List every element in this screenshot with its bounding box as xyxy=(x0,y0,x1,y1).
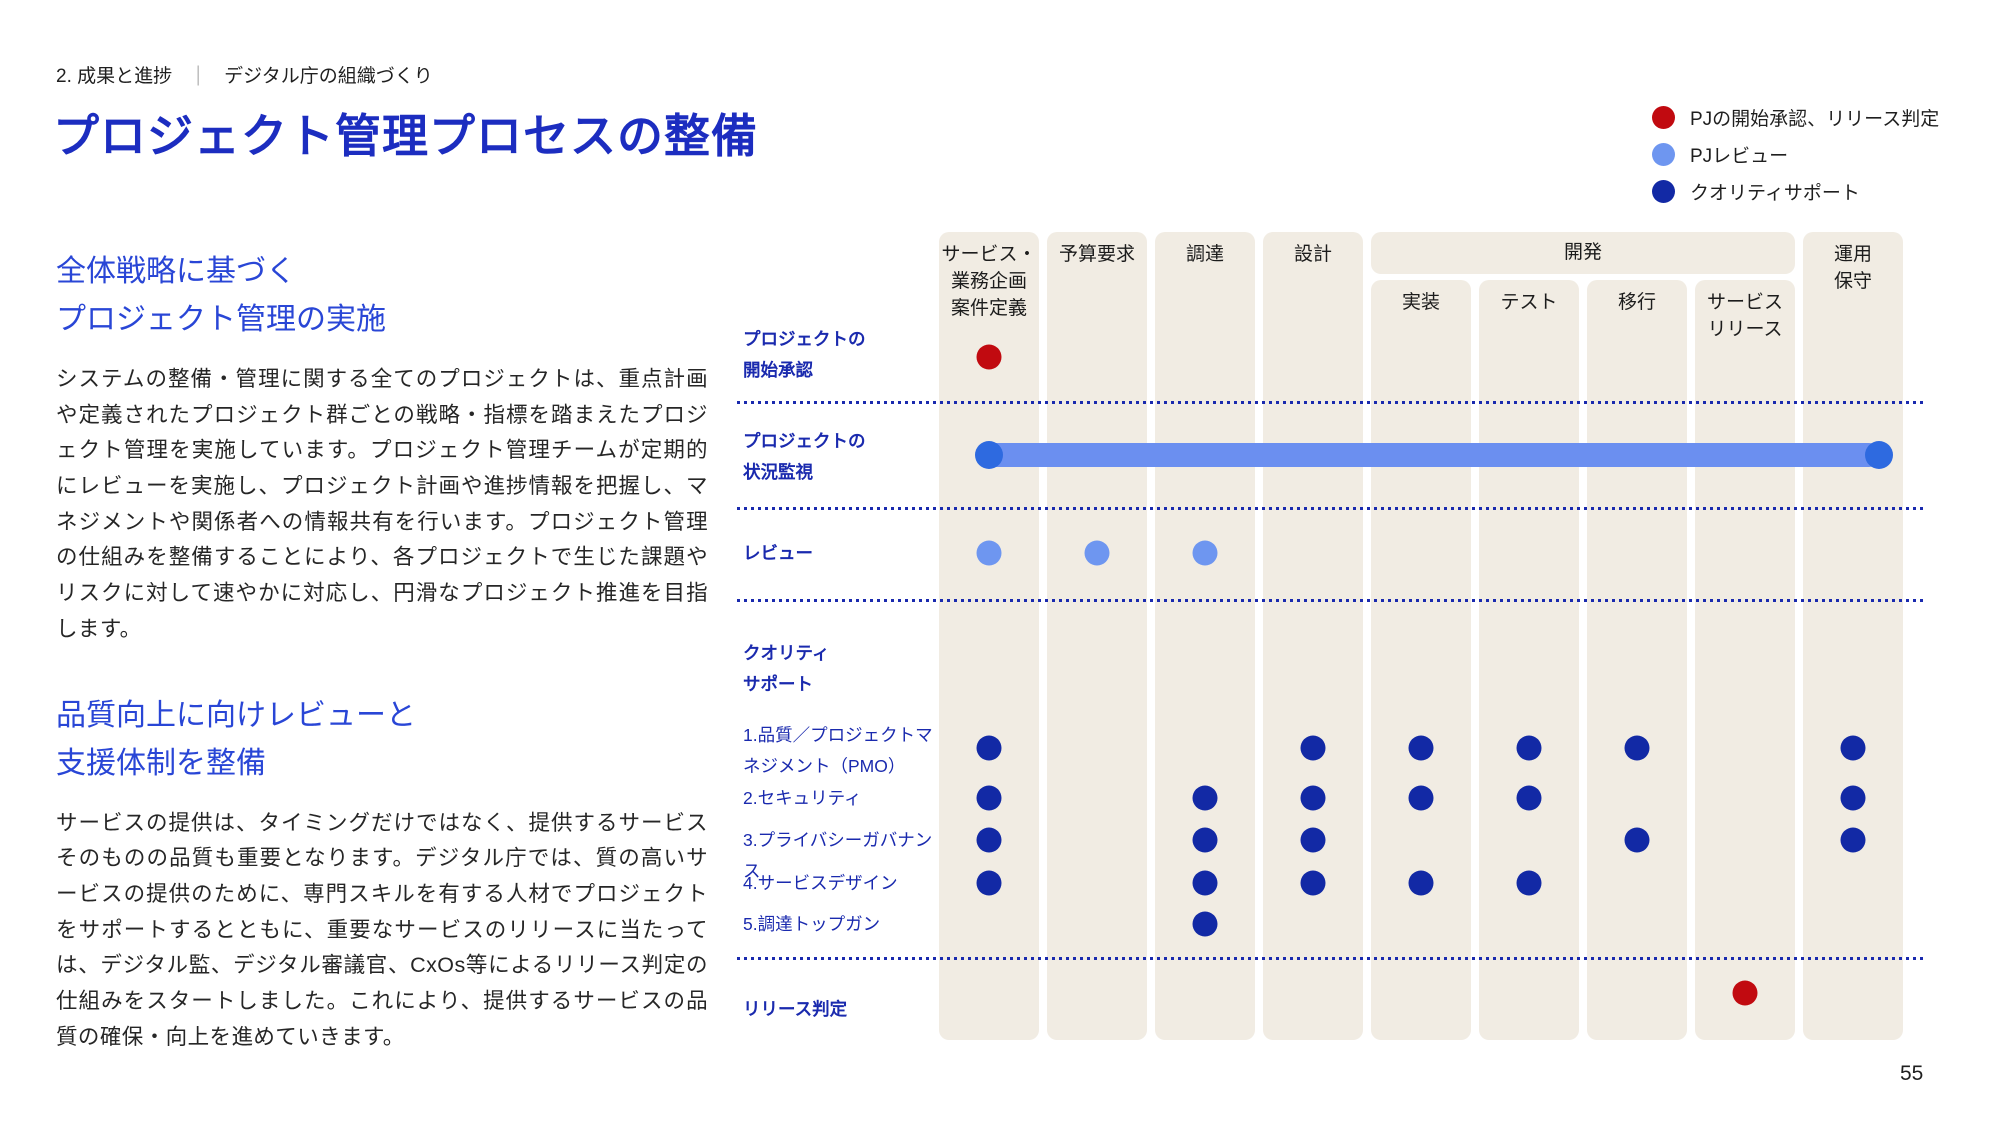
column-header-design: 設計 xyxy=(1293,244,1332,265)
row-label-quality-pmo: 1.品質／プロジェクトマ ネジメント（PMO） xyxy=(743,725,933,776)
legend-item-start-approval: PJの開始承認、リリース判定 xyxy=(1652,102,1939,132)
matrix-dot-quality-pmo-design xyxy=(1300,735,1326,761)
matrix-dot-quality-pmo-migration xyxy=(1624,735,1650,761)
legend-label: PJの開始承認、リリース判定 xyxy=(1690,108,1940,130)
navy-dot-icon xyxy=(1652,179,1675,203)
matrix-dot-quality-service-design-design xyxy=(1300,870,1326,896)
legend: PJの開始承認、リリース判定 PJレビュー クオリティサポート xyxy=(1652,102,1939,213)
legend-label: クオリティサポート xyxy=(1690,182,1860,204)
process-matrix: 開発 サービス・ 業務企画 案件定義 予算要求 調達 設計実装 テスト 移行 サービス リリース 運用… xyxy=(737,232,1927,1054)
dotted-separator-2 xyxy=(737,507,1927,510)
matrix-dot-quality-procurement-topgun-procurement xyxy=(1192,911,1218,937)
matrix-dot-quality-service-design-service-planning xyxy=(976,870,1002,896)
page-title: プロジェクト管理プロセスの整備 xyxy=(53,110,758,162)
row-label-release-judgement: リリース判定 xyxy=(743,999,848,1019)
dotted-separator-1 xyxy=(737,401,1927,404)
legend-item-pj-review: PJレビュー xyxy=(1652,139,1939,169)
matrix-dot-quality-pmo-test xyxy=(1516,735,1542,761)
matrix-dot-review-service-planning xyxy=(976,540,1002,566)
breadcrumb-subsection: デジタル庁の組織づくり xyxy=(224,66,433,87)
matrix-dot-review-budget-request xyxy=(1084,540,1110,566)
section2-heading: 品質向上に向けレビューと 支援体制を整備 xyxy=(56,692,708,788)
matrix-dot-release-judgement-service-release xyxy=(1732,980,1758,1006)
phase-column-budget-request xyxy=(1047,232,1147,1040)
column-header-operation-maintenance: 運用 保守 xyxy=(1833,244,1872,292)
column-header-service-planning: サービス・ 業務企画 案件定義 xyxy=(941,244,1037,319)
row-label-quality-security: 2.セキュリティ xyxy=(743,788,862,808)
status-monitoring-bar xyxy=(977,443,1881,467)
phase-column-procurement xyxy=(1155,232,1255,1040)
column-header-service-release: サービス リリース xyxy=(1706,292,1783,340)
red-dot-icon xyxy=(1652,105,1675,129)
matrix-dot-quality-pmo-operation-maintenance xyxy=(1840,735,1866,761)
matrix-dot-review-procurement xyxy=(1192,540,1218,566)
row-label-project-start-approval: プロジェクトの 開始承認 xyxy=(743,329,866,380)
section1-heading: 全体戦略に基づく プロジェクト管理の実施 xyxy=(56,248,708,344)
matrix-dot-quality-security-service-planning xyxy=(976,785,1002,811)
breadcrumb-section: 2. 成果と進捗 xyxy=(56,66,173,87)
row-label-project-status-monitoring: プロジェクトの 状況監視 xyxy=(743,431,866,482)
phase-column-test xyxy=(1479,280,1579,1040)
matrix-dot-quality-security-test xyxy=(1516,785,1542,811)
column-header-migration: 移行 xyxy=(1617,292,1656,313)
row-label-quality-support-header: クオリティ サポート xyxy=(743,643,830,694)
matrix-dot-quality-security-operation-maintenance xyxy=(1840,785,1866,811)
section1-heading-line2: プロジェクト管理の実施 xyxy=(56,303,386,336)
matrix-dot-quality-security-design xyxy=(1300,785,1326,811)
page-number: 55 xyxy=(1900,1062,1924,1085)
matrix-dot-quality-service-design-implementation xyxy=(1408,870,1434,896)
dotted-separator-3 xyxy=(737,599,1927,602)
matrix-dot-quality-privacy-governance-service-planning xyxy=(976,827,1002,853)
section1-body: システムの整備・管理に関する全てのプロジェクトは、重点計画や定義されたプロジェク… xyxy=(56,367,708,641)
column-header-procurement: 調達 xyxy=(1185,244,1224,265)
column-header-test: テスト xyxy=(1500,292,1558,313)
row-label-quality-privacy-governance: 3.プライバシーガバナンス xyxy=(743,830,933,881)
phase-column-design xyxy=(1263,232,1363,1040)
phase-column-service-release xyxy=(1695,280,1795,1040)
breadcrumb-separator: ｜ xyxy=(188,66,209,88)
bar-end-dot xyxy=(1865,441,1893,469)
bar-start-dot xyxy=(975,441,1003,469)
legend-item-quality-support: クオリティサポート xyxy=(1652,176,1939,206)
phase-group-header-development: 開発 xyxy=(1371,232,1795,274)
matrix-dot-quality-privacy-governance-procurement xyxy=(1192,827,1218,853)
matrix-dot-quality-privacy-governance-migration xyxy=(1624,827,1650,853)
dotted-separator-4 xyxy=(737,957,1927,960)
matrix-dot-quality-service-design-test xyxy=(1516,870,1542,896)
light-blue-dot-icon xyxy=(1652,142,1675,166)
phase-column-operation-maintenance xyxy=(1803,232,1903,1040)
phase-column-migration xyxy=(1587,280,1687,1040)
matrix-dot-quality-pmo-service-planning xyxy=(976,735,1002,761)
row-label-quality-procurement-topgun: 5.調達トップガン xyxy=(743,914,881,934)
legend-label: PJレビュー xyxy=(1690,145,1789,167)
row-label-quality-service-design: 4.サービスデザイン xyxy=(743,873,898,893)
section2-heading-line2: 支援体制を整備 xyxy=(56,746,266,780)
section2-heading-line1: 品質向上に向けレビューと xyxy=(56,698,416,732)
matrix-dot-quality-pmo-implementation xyxy=(1408,735,1434,761)
column-header-implementation: 実装 xyxy=(1401,292,1440,313)
phase-column-implementation xyxy=(1371,280,1471,1040)
matrix-dot-quality-security-procurement xyxy=(1192,785,1218,811)
matrix-dot-quality-service-design-procurement xyxy=(1192,870,1218,896)
section1-heading-line1: 全体戦略に基づく xyxy=(56,255,296,288)
row-label-review: レビュー xyxy=(743,543,813,563)
breadcrumb: 2. 成果と進捗 ｜ デジタル庁の組織づくり xyxy=(56,60,433,89)
left-text-column: 全体戦略に基づく プロジェクト管理の実施 システムの整備・管理に関する全てのプロ… xyxy=(56,248,708,1099)
matrix-dot-quality-privacy-governance-design xyxy=(1300,827,1326,853)
matrix-dot-quality-security-implementation xyxy=(1408,785,1434,811)
matrix-dot-quality-privacy-governance-operation-maintenance xyxy=(1840,827,1866,853)
matrix-dot-project-start-approval-service-planning xyxy=(976,344,1002,370)
column-header-budget-request: 予算要求 xyxy=(1058,244,1135,265)
section2-body: サービスの提供は、タイミングだけではなく、提供するサービスそのものの品質も重要と… xyxy=(56,810,708,1049)
